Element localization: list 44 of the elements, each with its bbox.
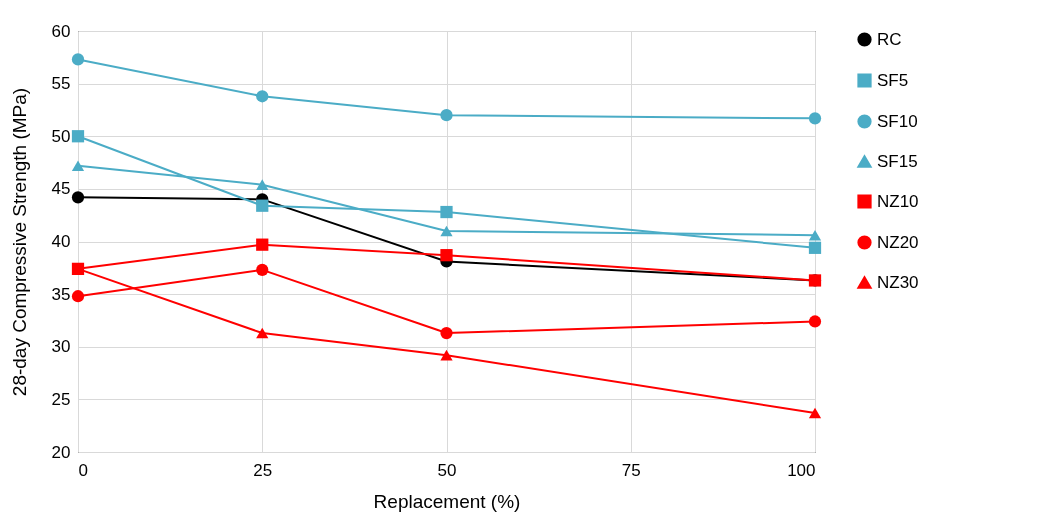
y-tick-label: 30 <box>51 337 71 357</box>
point <box>808 229 822 241</box>
legend-label: NZ30 <box>877 272 919 292</box>
y-tick-label: 25 <box>51 389 71 409</box>
legend-label: SF5 <box>877 70 909 90</box>
x-tick-label: 75 <box>621 460 641 480</box>
point <box>256 238 269 251</box>
point <box>71 191 85 204</box>
point <box>440 109 453 122</box>
point <box>440 205 453 219</box>
y-tick-label: 60 <box>51 21 71 41</box>
point <box>71 290 85 303</box>
point <box>808 112 822 125</box>
y-tick-label: 40 <box>51 232 71 251</box>
point <box>256 90 269 103</box>
point <box>808 407 822 419</box>
y-axis-title: 28-day Compressive Strength (MPa) <box>8 87 30 397</box>
point <box>256 263 269 277</box>
point <box>256 179 269 190</box>
legend-label: NZ10 <box>877 191 919 211</box>
legend-label: RC <box>877 29 902 49</box>
point <box>256 327 269 339</box>
y-tick-label: 50 <box>51 126 71 146</box>
legend-label: SF10 <box>877 111 918 131</box>
x-tick-label: 100 <box>787 460 816 480</box>
point <box>71 130 85 143</box>
point <box>808 315 822 328</box>
point <box>71 53 85 66</box>
y-tick-label: 20 <box>51 442 71 462</box>
x-tick-label: 0 <box>78 460 88 480</box>
point <box>808 241 822 254</box>
x-tick-label: 50 <box>437 460 457 480</box>
y-tick-label: 45 <box>51 179 71 199</box>
legend-label: NZ20 <box>877 232 919 252</box>
point <box>440 249 453 262</box>
point <box>440 225 453 237</box>
x-axis-title: Replacement (%) <box>373 490 521 512</box>
point <box>440 326 453 340</box>
x-tick-label: 25 <box>253 460 273 480</box>
y-tick-label: 55 <box>51 74 71 94</box>
legend-label: SF15 <box>877 151 918 171</box>
point <box>71 160 85 172</box>
point <box>256 199 269 212</box>
y-tick-label: 35 <box>51 284 71 304</box>
